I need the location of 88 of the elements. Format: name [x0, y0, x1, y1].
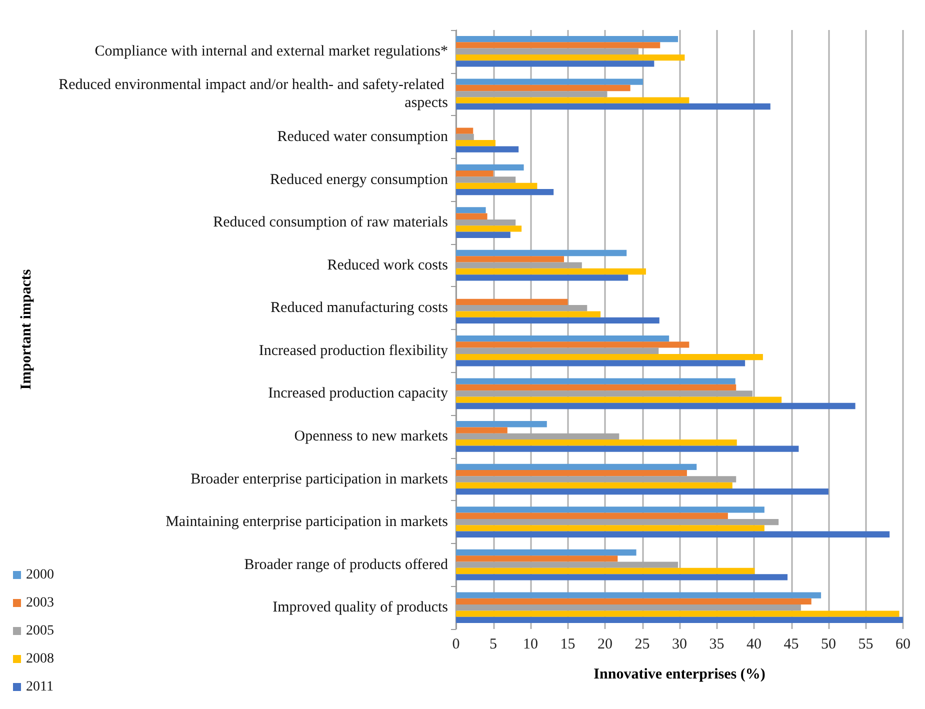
legend-label: 2005 [26, 624, 54, 638]
bar [456, 556, 618, 562]
bar [456, 482, 732, 488]
y-tick-label: Reduced work costs [327, 257, 448, 274]
bar [456, 182, 538, 189]
bar [456, 60, 654, 67]
bar [456, 574, 788, 580]
bar [456, 78, 643, 85]
bar [456, 140, 496, 146]
bar [456, 446, 799, 452]
bar [456, 54, 685, 61]
y-tick-label: Reduced energy consumption [270, 172, 448, 188]
y-tick-label: Reduced consumption of raw materials [213, 214, 448, 231]
bar [456, 531, 890, 538]
x-tick-label: 45 [784, 636, 799, 652]
x-tick-label: 5 [490, 636, 497, 652]
bar [456, 42, 660, 48]
y-tick-label: Compliance with internal and external market regulations* [94, 43, 448, 60]
y-tick-label: Reduced environmental impact and/or health- and safety-related aspects [58, 77, 448, 112]
bar [456, 568, 755, 574]
y-tick-label: Maintaining enterprise participation in markets [166, 514, 448, 530]
bar [456, 213, 488, 220]
y-tick-label: Reduced manufacturing costs [270, 300, 448, 316]
x-tick-label: 15 [560, 636, 576, 652]
x-tick-label: 0 [452, 636, 460, 652]
bar [456, 427, 508, 434]
bar [456, 378, 736, 384]
bar [456, 354, 763, 360]
bar [456, 488, 828, 495]
bar [456, 226, 522, 232]
y-tick-label: Openness to new markets [294, 428, 448, 444]
bar [456, 268, 646, 275]
bar [456, 440, 737, 446]
bar [456, 103, 770, 110]
bar [456, 360, 746, 366]
bar [456, 384, 736, 391]
x-tick-label: 60 [896, 636, 910, 652]
legend-label: 2000 [26, 568, 54, 582]
x-tick-label: 35 [709, 636, 724, 652]
x-axis-title: Innovative enterprises (%) [594, 666, 766, 682]
x-tick-label: 50 [821, 636, 836, 652]
x-tick-label: 10 [523, 636, 538, 652]
y-tick-label: Increased production capacity [268, 386, 448, 402]
bar [456, 164, 524, 171]
y-tick-label: Reduced water consumption [277, 128, 448, 145]
bar [456, 506, 764, 513]
bar [456, 250, 627, 256]
legend-label: 2003 [26, 596, 54, 610]
bar [456, 512, 728, 519]
bar [456, 396, 782, 403]
y-tick-label: Increased production flexibility [258, 342, 448, 359]
bar [456, 84, 630, 92]
x-tick-label: 30 [672, 636, 687, 652]
y-tick-label: Broader enterprise participation in markets [190, 471, 448, 488]
bar [456, 298, 568, 306]
bar [456, 207, 486, 214]
bar [456, 188, 554, 196]
bar [456, 36, 678, 42]
x-tick-label: 55 [858, 636, 874, 652]
bar [456, 274, 628, 281]
x-tick-label: 25 [634, 636, 650, 652]
bar [456, 335, 670, 342]
bar [456, 616, 903, 624]
bar [456, 610, 900, 617]
bar [456, 421, 547, 428]
bar [456, 170, 494, 177]
bar [456, 256, 564, 262]
legend-label: 2008 [26, 652, 54, 666]
bar [456, 232, 510, 238]
bar [456, 97, 690, 104]
legend-label: 2011 [26, 680, 54, 694]
bar [456, 402, 856, 410]
x-tick-label: 40 [746, 636, 762, 652]
y-tick-label: Broader range of products offered [244, 556, 448, 573]
bar [456, 342, 690, 348]
bar [456, 525, 764, 532]
bar [456, 549, 636, 556]
bar [456, 311, 601, 318]
bar [456, 146, 519, 152]
y-tick-label: Improved quality of products [272, 600, 448, 616]
y-axis-title: Important impacts [18, 269, 35, 390]
bar [456, 464, 697, 470]
bar [456, 317, 660, 324]
bar [456, 128, 474, 134]
bar [456, 470, 687, 476]
bar [456, 598, 812, 605]
bar [456, 592, 822, 598]
x-tick-label: 20 [598, 636, 612, 652]
